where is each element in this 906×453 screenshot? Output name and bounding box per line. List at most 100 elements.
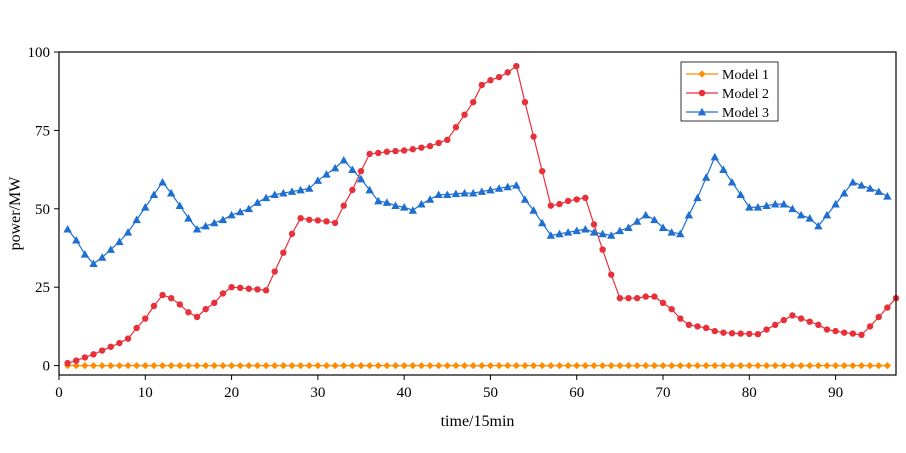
legend-marker (698, 70, 706, 78)
data-point (521, 361, 529, 370)
data-point (858, 331, 865, 339)
data-point (288, 230, 296, 238)
data-point (141, 361, 149, 370)
data-point (771, 361, 779, 370)
data-point (633, 361, 641, 370)
data-point (564, 197, 572, 205)
series-line (67, 155, 888, 265)
data-point (115, 361, 124, 370)
data-point (840, 361, 848, 370)
data-point (254, 286, 261, 293)
data-point (719, 361, 728, 370)
data-point (210, 218, 219, 227)
data-point (245, 361, 253, 370)
data-point (374, 361, 382, 370)
data-point (468, 188, 478, 197)
y-tick-label: 100 (28, 45, 51, 61)
data-point (641, 210, 650, 219)
data-point (98, 361, 106, 370)
data-point (287, 187, 297, 195)
data-point (124, 335, 132, 342)
data-point (608, 271, 615, 278)
data-point (831, 361, 840, 370)
data-point (452, 124, 460, 131)
data-point (279, 361, 287, 370)
data-point (693, 361, 702, 370)
data-point (400, 361, 408, 370)
data-point (814, 221, 823, 230)
data-point (564, 361, 572, 370)
data-point (728, 330, 736, 337)
data-point (374, 196, 383, 205)
data-point (710, 152, 719, 161)
data-point (443, 190, 452, 199)
data-point (788, 204, 797, 213)
data-point (97, 253, 107, 261)
data-point (805, 214, 814, 222)
data-point (348, 165, 357, 173)
data-point (356, 174, 366, 183)
data-point (547, 361, 555, 370)
data-point (116, 339, 123, 347)
data-point (366, 150, 373, 158)
data-point (365, 185, 374, 194)
data-point (513, 62, 520, 70)
x-tick-label: 40 (397, 385, 412, 401)
data-point (237, 284, 244, 292)
data-point (271, 268, 278, 275)
data-point (702, 324, 710, 332)
data-point (185, 309, 192, 316)
data-point (797, 361, 805, 370)
data-point (124, 361, 132, 370)
data-point (452, 361, 460, 370)
data-point (831, 199, 840, 208)
x-tick-label: 60 (569, 385, 584, 401)
data-point (202, 361, 210, 370)
x-tick-label: 0 (55, 385, 63, 401)
data-point (305, 361, 313, 370)
data-point (399, 203, 409, 211)
data-point (159, 291, 166, 299)
data-point (261, 193, 271, 202)
data-point (642, 361, 650, 370)
data-point (685, 321, 693, 329)
data-point (460, 361, 469, 370)
data-point (866, 323, 874, 330)
data-point (555, 229, 564, 238)
data-point (391, 361, 400, 370)
data-point (832, 327, 839, 335)
data-point (521, 98, 529, 106)
data-point (487, 77, 494, 84)
data-point (297, 361, 305, 370)
data-point (624, 361, 633, 370)
data-point (546, 231, 556, 239)
data-point (262, 287, 270, 294)
data-point (598, 229, 607, 238)
data-point (236, 207, 245, 216)
data-point (615, 226, 625, 235)
data-point (90, 351, 97, 358)
data-point (520, 195, 530, 203)
data-point (391, 201, 400, 210)
data-point (727, 177, 737, 186)
data-point (658, 223, 668, 231)
data-point (349, 186, 356, 194)
data-point (789, 312, 796, 319)
data-point (632, 217, 642, 225)
data-point (486, 361, 495, 370)
data-point (435, 139, 442, 147)
x-tick-label: 10 (138, 385, 153, 401)
data-point (659, 361, 667, 370)
data-point (616, 361, 624, 370)
data-point (815, 321, 822, 329)
data-point (753, 203, 763, 211)
data-point (849, 361, 857, 370)
data-point (573, 361, 581, 370)
data-point (314, 217, 322, 224)
data-point (823, 361, 831, 370)
data-point (72, 235, 81, 244)
data-point (270, 190, 279, 199)
data-point (322, 170, 331, 178)
data-point (460, 188, 469, 197)
data-point (702, 361, 710, 370)
